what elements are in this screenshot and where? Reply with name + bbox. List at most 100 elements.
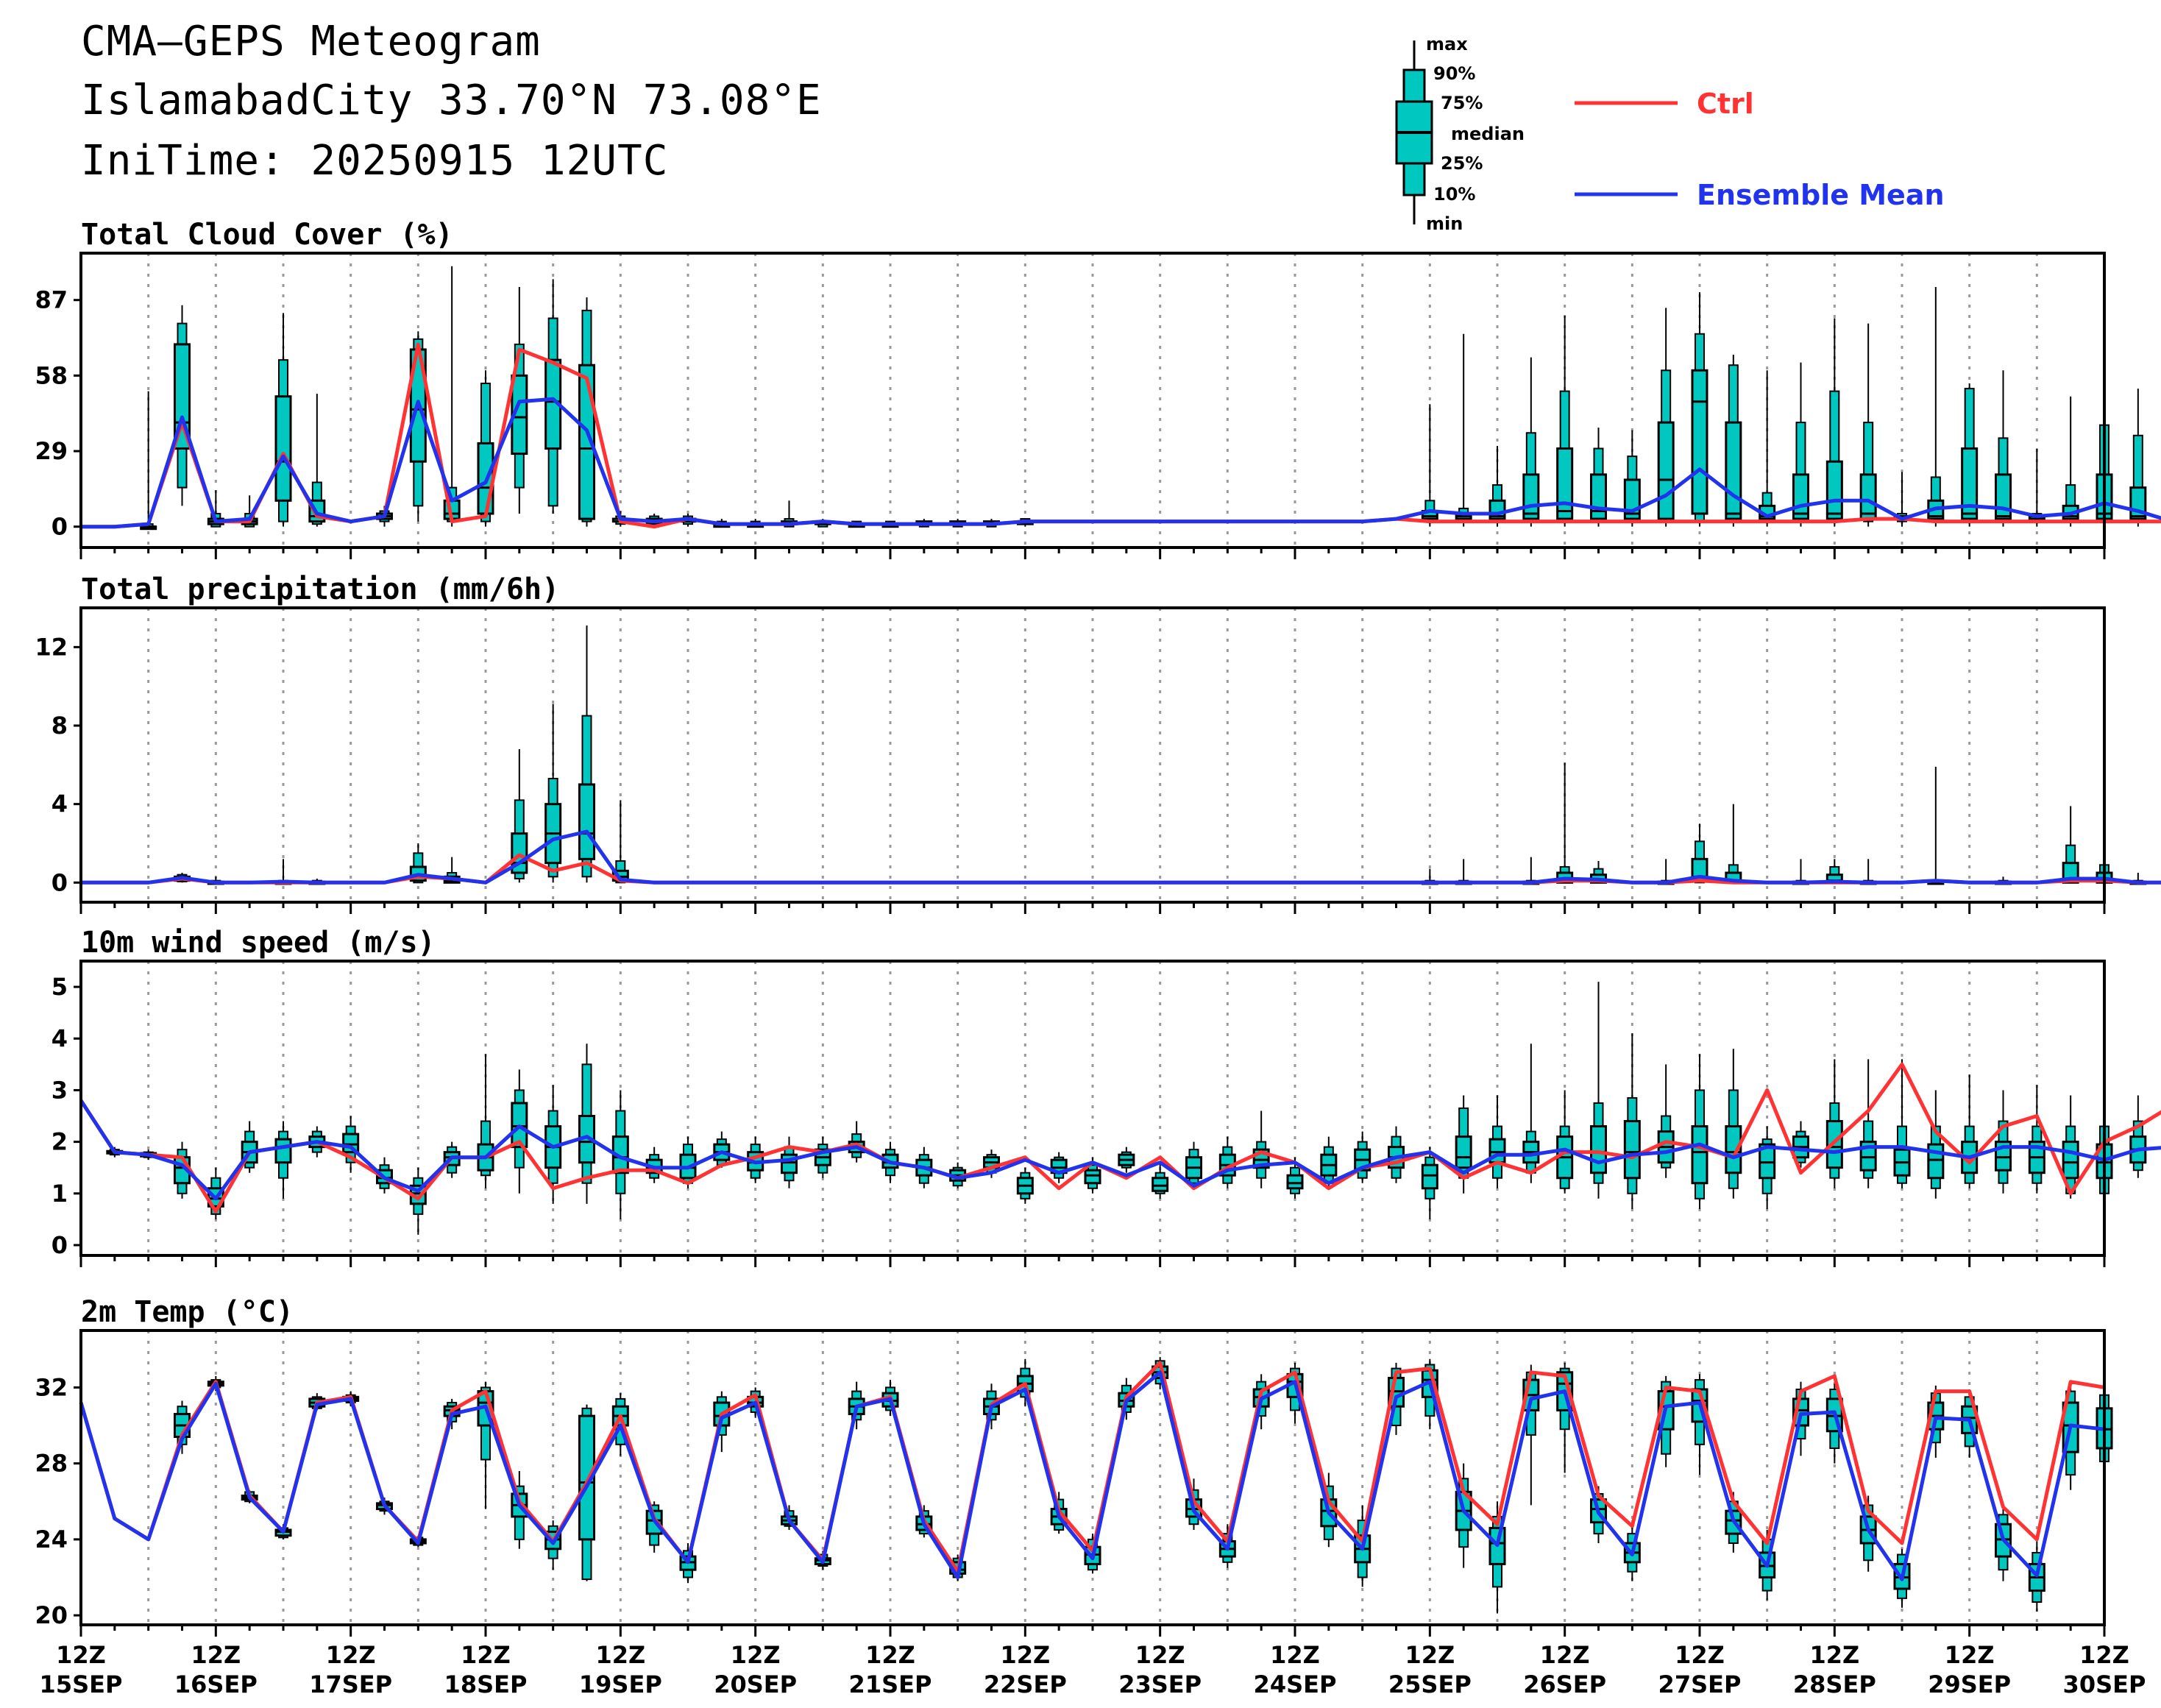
box-plot xyxy=(2062,1095,2079,1199)
box-plot xyxy=(1825,318,1843,527)
box-plot xyxy=(409,1167,427,1235)
box-plot xyxy=(1118,1147,1135,1173)
box-plot xyxy=(1759,1126,1776,1209)
box-plot xyxy=(174,1141,191,1199)
x-tick-label-time: 12Z xyxy=(595,1641,645,1669)
x-tick-label-time: 12Z xyxy=(1135,1641,1185,1669)
chart-title: CMA—GEPS Meteogram xyxy=(81,18,541,65)
box-iqr xyxy=(1590,1125,1607,1174)
box-plot xyxy=(611,1090,629,1219)
box-plot xyxy=(1522,857,1540,885)
x-tick-label-time: 12Z xyxy=(1540,1641,1590,1669)
box-iqr xyxy=(1725,1125,1742,1174)
box-iqr xyxy=(1691,1125,1708,1185)
panel-frame xyxy=(79,1329,2106,1626)
box-iqr xyxy=(274,1138,292,1164)
box-plot xyxy=(1320,1136,1338,1188)
x-tick-label-time: 12Z xyxy=(1945,1641,1995,1669)
box-plot xyxy=(274,1121,292,1199)
box-plot xyxy=(1556,1090,1574,1194)
box-iqr xyxy=(578,1414,595,1541)
box-plot xyxy=(1825,1059,1843,1188)
box-plot xyxy=(1522,1043,1540,1183)
y-tick-label: 32 xyxy=(35,1373,68,1401)
legend-box-label-2: 75% xyxy=(1441,93,1483,113)
box-plot xyxy=(1050,1152,1068,1183)
box-plot xyxy=(1623,1033,1641,1209)
x-tick-label-date: 26SEP xyxy=(1523,1670,1606,1698)
legend: max 90% 75% median 25% 10% min Ctrl Ensemble Mea… xyxy=(1395,34,1945,234)
box-plot xyxy=(409,331,427,522)
y-tick-label: 2 xyxy=(52,1128,68,1156)
box-iqr xyxy=(578,783,595,860)
x-tick-label-date: 24SEP xyxy=(1254,1670,1337,1698)
box-plot xyxy=(1455,1095,1472,1194)
box-plot xyxy=(1759,370,1776,527)
panel-3: 2m Temp (°C) 20 24 28 32 xyxy=(35,1295,2113,1637)
ensemble-mean-line xyxy=(81,397,2161,529)
box-iqr xyxy=(1859,473,1877,520)
box-plot xyxy=(1927,767,1945,885)
box-plot xyxy=(1825,859,1843,884)
box-iqr xyxy=(1556,447,1574,520)
panel-1: Total precipitation (mm/6h) 0 4 8 12 xyxy=(35,573,2161,914)
x-tick-label-date: 16SEP xyxy=(174,1670,258,1698)
box-iqr xyxy=(1725,421,1742,520)
y-tick-label: 12 xyxy=(35,633,68,661)
panel-title: Total Cloud Cover (%) xyxy=(81,218,453,252)
box-plot xyxy=(1421,1147,1438,1219)
box-plot xyxy=(1961,383,1979,527)
x-tick-label-time: 12Z xyxy=(1405,1641,1455,1669)
box-plot xyxy=(1455,859,1472,885)
panel-frame xyxy=(79,252,2106,549)
box-iqr xyxy=(578,364,595,520)
box-plot xyxy=(1590,428,1607,527)
x-tick-label-time: 12Z xyxy=(461,1641,511,1669)
x-tick-label-time: 12Z xyxy=(56,1641,106,1669)
x-tick-label-date: 25SEP xyxy=(1388,1670,1472,1698)
y-tick-label: 20 xyxy=(35,1601,68,1629)
y-tick-label: 8 xyxy=(52,712,68,740)
box-iqr xyxy=(1286,1174,1304,1190)
box-iqr xyxy=(1522,473,1540,520)
box-iqr xyxy=(1825,1120,1843,1169)
box-plot xyxy=(578,297,595,527)
ensemble-mean-line xyxy=(79,1099,2161,1201)
box-plot xyxy=(1725,804,1742,884)
box-plot xyxy=(511,749,528,883)
init-time-label: IniTime: 20250915 12UTC xyxy=(81,137,669,185)
box-iqr xyxy=(1995,473,2012,520)
legend-box-label-1: 90% xyxy=(1433,63,1475,84)
box-plot xyxy=(1859,1059,1877,1188)
box-iqr xyxy=(1623,1120,1641,1180)
panel-2: 10m wind speed (m/s) 0 1 2 3 4 5 xyxy=(52,926,2161,1267)
y-tick-label: 0 xyxy=(52,868,68,896)
legend-box-label-6: min xyxy=(1426,213,1463,234)
box-plot xyxy=(1488,1095,1506,1188)
x-tick-label-date: 15SEP xyxy=(40,1670,123,1698)
panel-frame xyxy=(79,606,2106,904)
box-plot xyxy=(1859,859,1877,885)
legend-box-label-5: 10% xyxy=(1433,184,1475,205)
box-plot xyxy=(274,313,292,527)
box-plot xyxy=(2062,396,2079,527)
box-plot xyxy=(1016,1167,1034,1204)
y-tick-label: 28 xyxy=(35,1450,68,1478)
y-tick-label: 3 xyxy=(52,1076,68,1104)
box-plot xyxy=(1152,1162,1169,1199)
box-plot xyxy=(174,305,191,506)
ensemble-mean-line xyxy=(79,1370,2105,1581)
box-iqr xyxy=(1590,473,1607,520)
x-tick-label-date: 29SEP xyxy=(1928,1670,2011,1698)
box-plot xyxy=(578,626,595,883)
box-plot xyxy=(477,370,494,527)
box-plot xyxy=(578,1404,595,1581)
box-plot xyxy=(645,1501,663,1553)
box-plot xyxy=(1421,404,1438,527)
box-iqr xyxy=(1657,421,1675,520)
box-iqr xyxy=(1152,1177,1169,1192)
y-tick-label: 0 xyxy=(52,513,68,541)
box-iqr xyxy=(1759,1143,1776,1180)
y-tick-label: 1 xyxy=(52,1180,68,1208)
panel-frame xyxy=(79,960,2106,1257)
